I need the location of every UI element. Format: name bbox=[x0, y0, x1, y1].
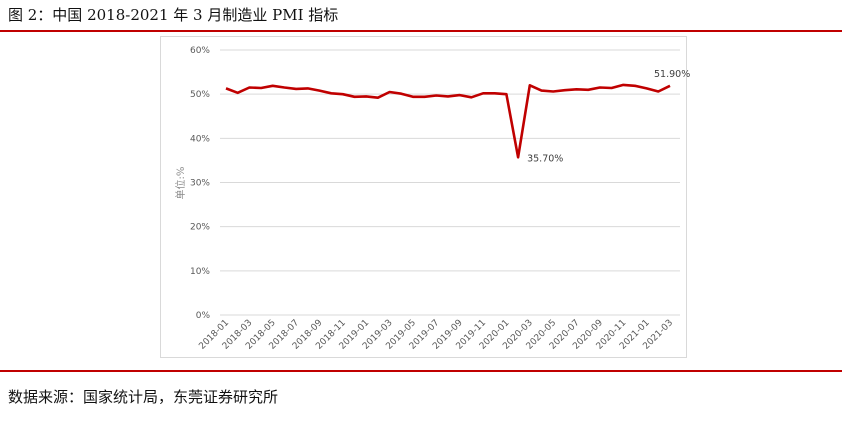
y-tick-labels: 0% 10% 20% 30% 40% 50% 60% bbox=[190, 46, 210, 321]
data-source: 数据来源：国家统计局，东莞证券研究所 bbox=[8, 388, 279, 406]
data-points bbox=[225, 84, 671, 159]
y-tick-label: 10% bbox=[190, 267, 210, 277]
data-label: 35.70% bbox=[527, 153, 563, 164]
y-tick-label: 20% bbox=[190, 223, 210, 233]
gridlines bbox=[220, 49, 680, 316]
y-tick-label: 40% bbox=[190, 134, 210, 144]
data-label: 51.90% bbox=[654, 69, 690, 80]
x-tick-labels: 2018-012018-032018-052018-072018-092018-… bbox=[197, 318, 675, 352]
chart-frame bbox=[160, 36, 687, 358]
pmi-series-line bbox=[225, 83, 671, 159]
y-tick-label: 50% bbox=[190, 90, 210, 100]
data-labels: 35.70% 51.90% bbox=[527, 69, 690, 165]
y-tick-label: 0% bbox=[196, 311, 211, 321]
figure-title: 图 2：中国 2018-2021 年 3 月制造业 PMI 指标 bbox=[8, 6, 339, 24]
title-divider bbox=[0, 30, 842, 32]
y-tick-label: 30% bbox=[190, 179, 210, 189]
y-axis-label: 单位:% bbox=[174, 167, 187, 200]
source-divider bbox=[0, 370, 842, 372]
y-tick-label: 60% bbox=[190, 46, 210, 56]
